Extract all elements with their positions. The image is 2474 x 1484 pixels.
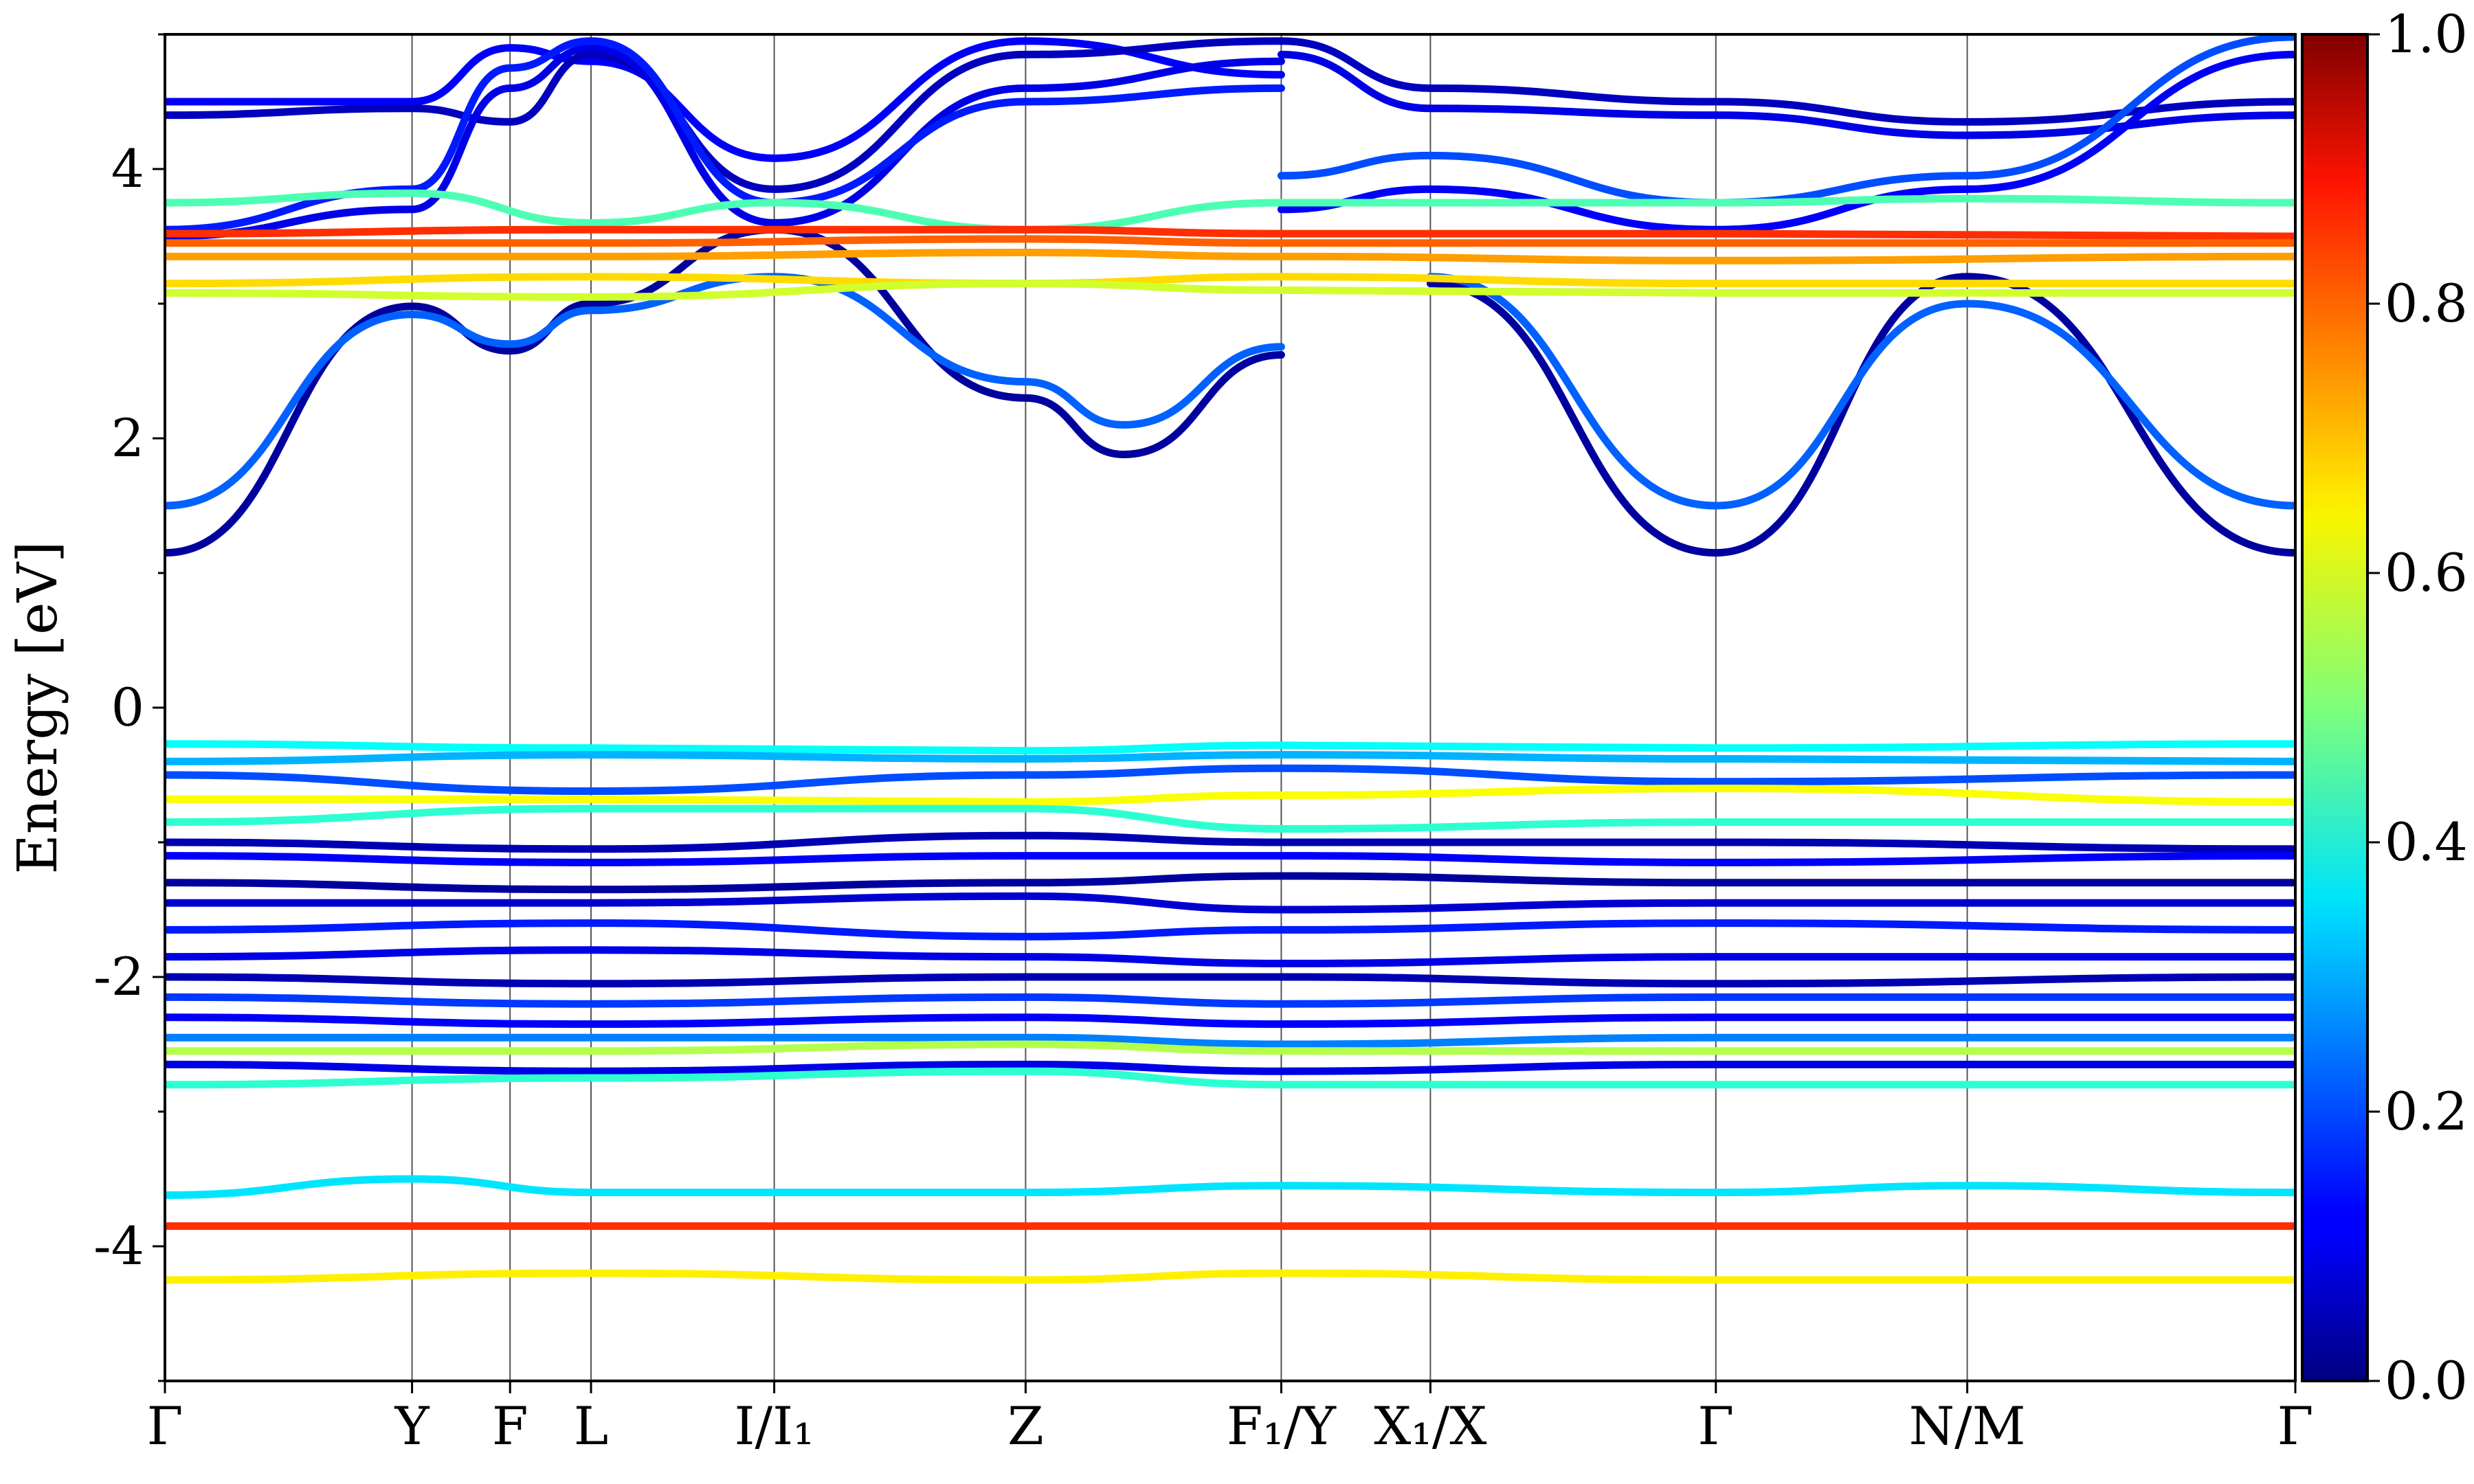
band-line-38	[165, 1269, 2295, 1284]
band-line-23	[165, 831, 2295, 853]
colorbar-tick-label: 0.6	[2385, 542, 2468, 603]
band-line-34	[165, 1060, 2295, 1075]
band-line-13	[165, 225, 2295, 240]
band-line-25	[165, 872, 2295, 894]
band-line-31	[165, 1013, 2295, 1028]
band-line-20	[165, 764, 2295, 796]
band-line-28	[165, 946, 2295, 967]
colorbar-tick-label: 0.4	[2385, 811, 2468, 873]
band-line-32	[165, 1033, 2295, 1048]
band-line-7	[165, 37, 1285, 234]
x-tick-label: F₁/Y	[1227, 1395, 1337, 1457]
band-lines	[165, 34, 2295, 1284]
colorbar-ticks: 0.0 0.2 0.4 0.6 0.8 1.0	[2367, 3, 2468, 1411]
colorbar-tick-label: 0.2	[2385, 1081, 2468, 1142]
band-line-27	[165, 919, 2295, 941]
band-line-29	[165, 973, 2295, 988]
y-tick-label: 2	[111, 407, 144, 469]
x-tick-label: Z	[1007, 1395, 1044, 1457]
band-line-35	[165, 1067, 2295, 1089]
band-line-30	[165, 993, 2295, 1008]
y-axis: -4 -2 0 2 4	[93, 33, 165, 1382]
band-line-36	[165, 1175, 2295, 1200]
band-line-18	[165, 740, 2295, 755]
colorbar: 0.0 0.2 0.4 0.6 0.8 1.0	[2301, 3, 2468, 1411]
plot-area	[164, 33, 2297, 1382]
band-line-19	[165, 751, 2295, 765]
x-tick-label: L	[574, 1395, 608, 1457]
x-tick-label: X₁/X	[1374, 1395, 1486, 1457]
band-line-2	[1426, 273, 2295, 557]
colorbar-gradient	[2301, 33, 2369, 1382]
band-line-15	[165, 249, 2295, 265]
y-axis-title: Energy [eV]	[5, 541, 69, 875]
band-line-8	[1277, 37, 2295, 126]
band-line-1	[165, 273, 1285, 510]
band-line-11	[1277, 50, 2295, 234]
y-tick-label: -2	[93, 946, 144, 1007]
band-line-3	[1426, 273, 2295, 510]
colorbar-tick-label: 0.8	[2385, 273, 2468, 334]
x-tick-label: I/I₁	[735, 1395, 814, 1457]
x-axis: Γ Y F L I/I₁ Z F₁/Y X₁/X Γ N/M Γ	[147, 1381, 2314, 1457]
x-tick-label: F	[492, 1395, 528, 1457]
band-line-33	[165, 1040, 2295, 1055]
band-line-5	[165, 37, 1285, 193]
band-line-22	[165, 805, 2295, 833]
x-tick-label: Γ	[2277, 1395, 2314, 1457]
y-tick-label: 4	[111, 138, 144, 199]
band-line-24	[165, 852, 2295, 866]
x-tick-label: Γ	[1697, 1395, 1734, 1457]
band-line-6	[165, 44, 1285, 240]
x-tick-label: N/M	[1909, 1395, 2026, 1457]
band-line-14	[165, 235, 2295, 247]
band-line-26	[165, 892, 2295, 914]
band-line-12	[165, 189, 2295, 234]
colorbar-tick-label: 1.0	[2385, 3, 2468, 65]
x-tick-label: Y	[394, 1395, 430, 1457]
band-line-16	[165, 273, 2295, 288]
band-line-17	[165, 280, 2295, 301]
y-tick-label: -4	[93, 1215, 144, 1277]
x-tick-label: Γ	[147, 1395, 183, 1457]
colorbar-tick-label: 0.0	[2385, 1350, 2468, 1411]
y-tick-label: 0	[111, 677, 144, 738]
band-line-21	[165, 785, 2295, 806]
